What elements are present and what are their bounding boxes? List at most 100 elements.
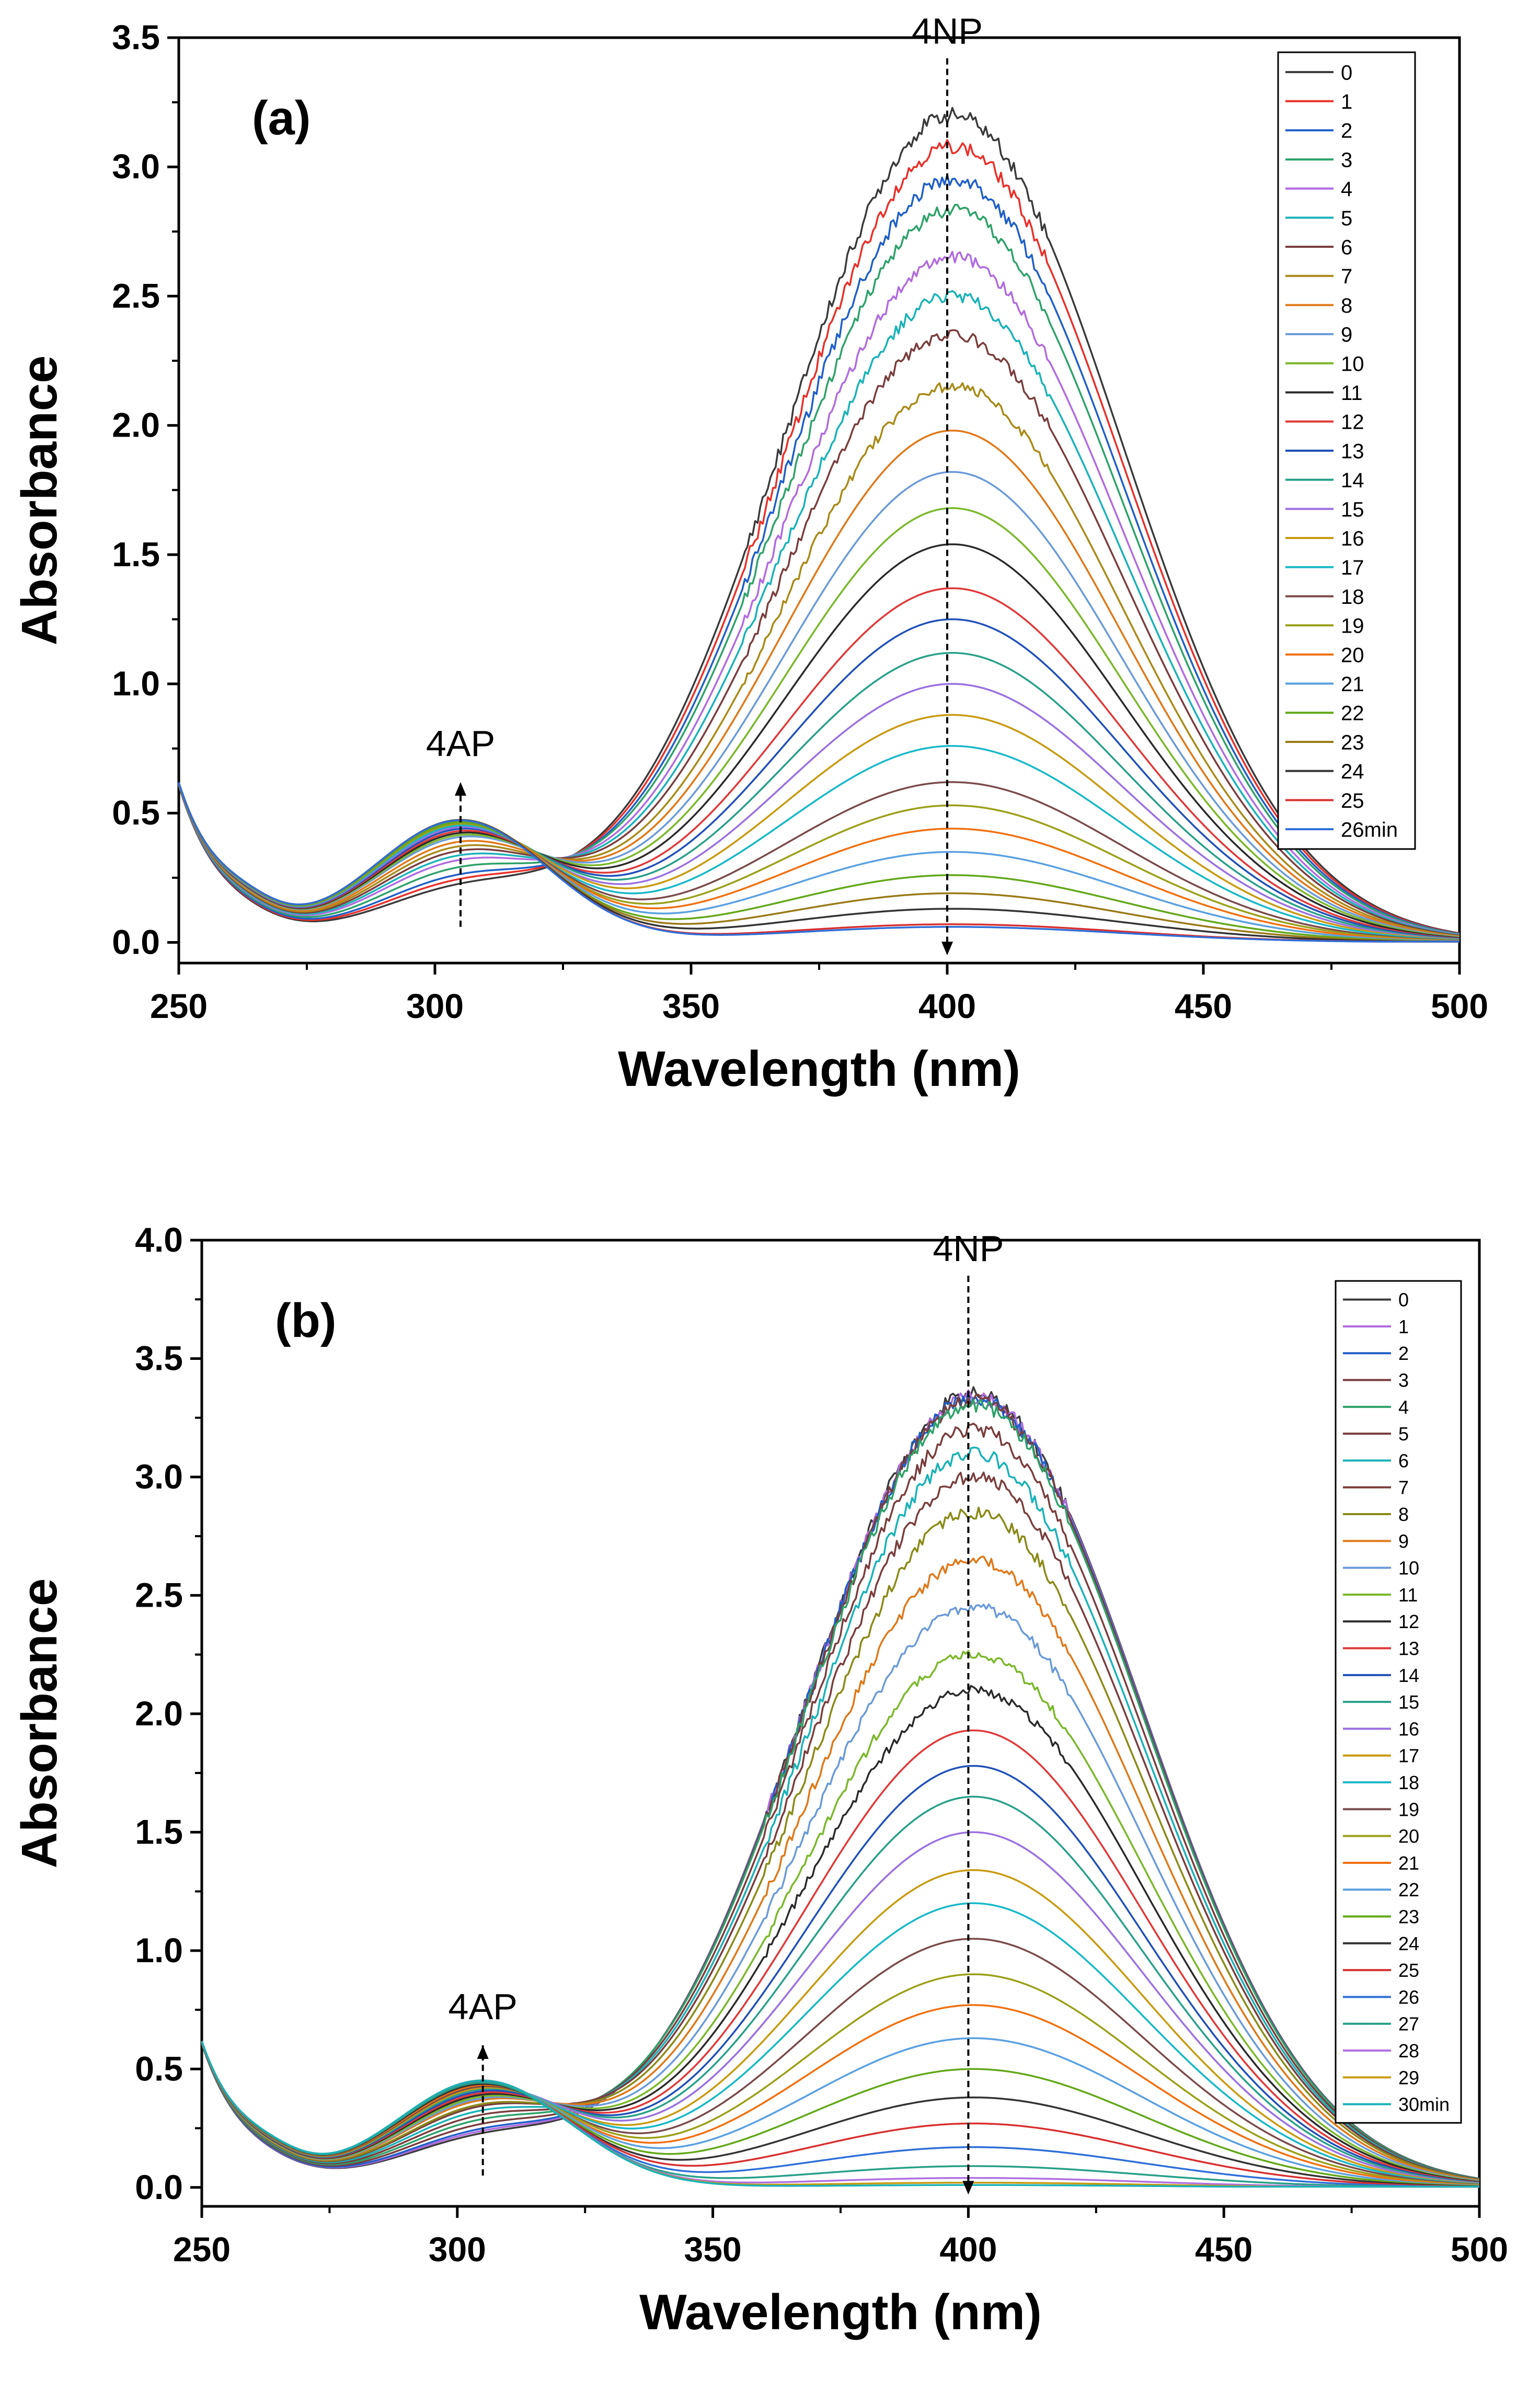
y-tick-label: 1.5 [112, 535, 160, 574]
series-line [201, 1685, 1480, 2183]
legend-label: 4 [1398, 1396, 1409, 1418]
series-line [178, 587, 1460, 940]
chart-panel-b: 250 300 350 400 450 500 0.0 0.5 1.0 1.5 2.0 2.5 3.0 3… [0, 1203, 1540, 2393]
legend-label: 11 [1341, 382, 1363, 405]
x-tick-label: 300 [406, 987, 464, 1025]
series-line [178, 429, 1460, 938]
x-tick-label: 250 [173, 2230, 231, 2269]
annotation-label-4np: 4NP [912, 11, 983, 52]
series-line [201, 2037, 1480, 2187]
x-tick-label: 400 [918, 987, 976, 1025]
y-tick-label: 1.0 [135, 1931, 183, 1970]
legend-label: 12 [1398, 1611, 1419, 1632]
series-line [178, 107, 1460, 934]
legend-label: 22 [1398, 1879, 1419, 1900]
legend-label: 15 [1341, 498, 1364, 521]
x-tick-label: 350 [684, 2230, 742, 2269]
legend-label: 0 [1398, 1289, 1409, 1311]
y-tick-label: 2.0 [135, 1694, 183, 1733]
series-line [201, 2041, 1479, 2188]
series-line [201, 1471, 1480, 2181]
legend-label: 7 [1398, 1477, 1409, 1498]
legend-label: 21 [1398, 1852, 1419, 1874]
legend-label: 25 [1341, 789, 1364, 812]
panel-label: (b) [275, 1294, 336, 1347]
legend-label: 24 [1398, 1933, 1419, 1954]
series-line [201, 1398, 1480, 2180]
series-line [178, 250, 1460, 936]
y-tick-label: 3.0 [112, 147, 160, 186]
legend-label: 10 [1398, 1558, 1419, 1579]
legend-label: 5 [1398, 1423, 1409, 1445]
legend-label: 3 [1398, 1370, 1409, 1391]
x-axis-title: Wavelength (nm) [618, 1041, 1020, 1097]
legend-label: 8 [1398, 1504, 1409, 1525]
x-tick-label: 250 [150, 987, 208, 1025]
legend-label: 15 [1398, 1691, 1419, 1713]
legend-label: 17 [1341, 556, 1364, 579]
series-line [201, 2004, 1480, 2186]
y-tick-label: 2.5 [112, 276, 160, 315]
series-line [178, 618, 1460, 940]
panel-label: (a) [252, 91, 311, 145]
series-line [178, 139, 1460, 935]
series-line [201, 1938, 1480, 2186]
series-line [201, 1765, 1480, 2184]
annotation-label-4np: 4NP [933, 1228, 1004, 1269]
annotation-arrowhead [455, 782, 466, 796]
series-line [201, 1423, 1480, 2180]
annotation-label-4ap: 4AP [449, 1986, 518, 2027]
y-tick-label: 1.5 [135, 1812, 183, 1851]
legend-label: 25 [1398, 1960, 1419, 1981]
series-line [201, 1729, 1480, 2183]
legend-label: 12 [1341, 411, 1364, 434]
legend-label: 14 [1341, 469, 1364, 492]
y-tick-label: 3.5 [112, 18, 160, 56]
legend-label: 5 [1341, 207, 1352, 230]
legend-label: 19 [1341, 615, 1364, 638]
legend-label: 7 [1341, 265, 1352, 288]
legend-label: 0 [1341, 61, 1352, 84]
series-line [201, 1869, 1480, 2185]
series-line [178, 543, 1460, 939]
legend-label: 18 [1341, 586, 1364, 609]
x-tick-label: 500 [1431, 987, 1488, 1025]
legend-label: 28 [1398, 2040, 1419, 2062]
legend-label: 26min [1341, 818, 1398, 841]
series-line [178, 683, 1460, 941]
legend-label: 11 [1398, 1584, 1418, 1606]
legend-label: 1 [1398, 1316, 1409, 1337]
y-tick-label: 4.0 [135, 1220, 183, 1259]
legend-label: 20 [1341, 644, 1364, 667]
legend-label: 1 [1341, 90, 1352, 113]
series-line [178, 782, 1460, 942]
x-axis-title: Wavelength (nm) [639, 2284, 1042, 2340]
legend-label: 29 [1398, 2067, 1419, 2088]
legend-label: 9 [1398, 1530, 1409, 1552]
series-line [201, 1386, 1480, 2180]
series-line [201, 2041, 1480, 2188]
legend-label: 19 [1398, 1799, 1419, 1820]
annotation-label-4ap: 4AP [426, 723, 495, 764]
y-tick-label: 3.5 [135, 1338, 183, 1377]
annotation-arrowhead [477, 2045, 489, 2059]
series-line [201, 2041, 1479, 2188]
series-line [178, 471, 1460, 938]
uv-vis-chart-b: 250 300 350 400 450 5000.00.51.01.52.02.53.03… [12, 1220, 1508, 2340]
series-line [201, 1506, 1480, 2181]
series-line [178, 290, 1460, 936]
series-line [178, 329, 1460, 937]
y-tick-label: 0.0 [135, 2168, 183, 2206]
x-tick-label: 400 [939, 2230, 997, 2269]
y-tick-label: 0.5 [135, 2049, 183, 2088]
legend-label: 30min [1398, 2094, 1450, 2115]
legend-label: 16 [1341, 527, 1364, 550]
series-line [201, 1446, 1480, 2180]
y-tick-label: 2.0 [112, 406, 160, 444]
series-line [201, 1555, 1480, 2182]
x-tick-label: 450 [1195, 2230, 1252, 2269]
legend-label: 4 [1341, 178, 1352, 201]
x-tick-label: 300 [429, 2230, 486, 2269]
legend-label: 21 [1341, 673, 1364, 696]
legend-label: 6 [1398, 1450, 1409, 1471]
